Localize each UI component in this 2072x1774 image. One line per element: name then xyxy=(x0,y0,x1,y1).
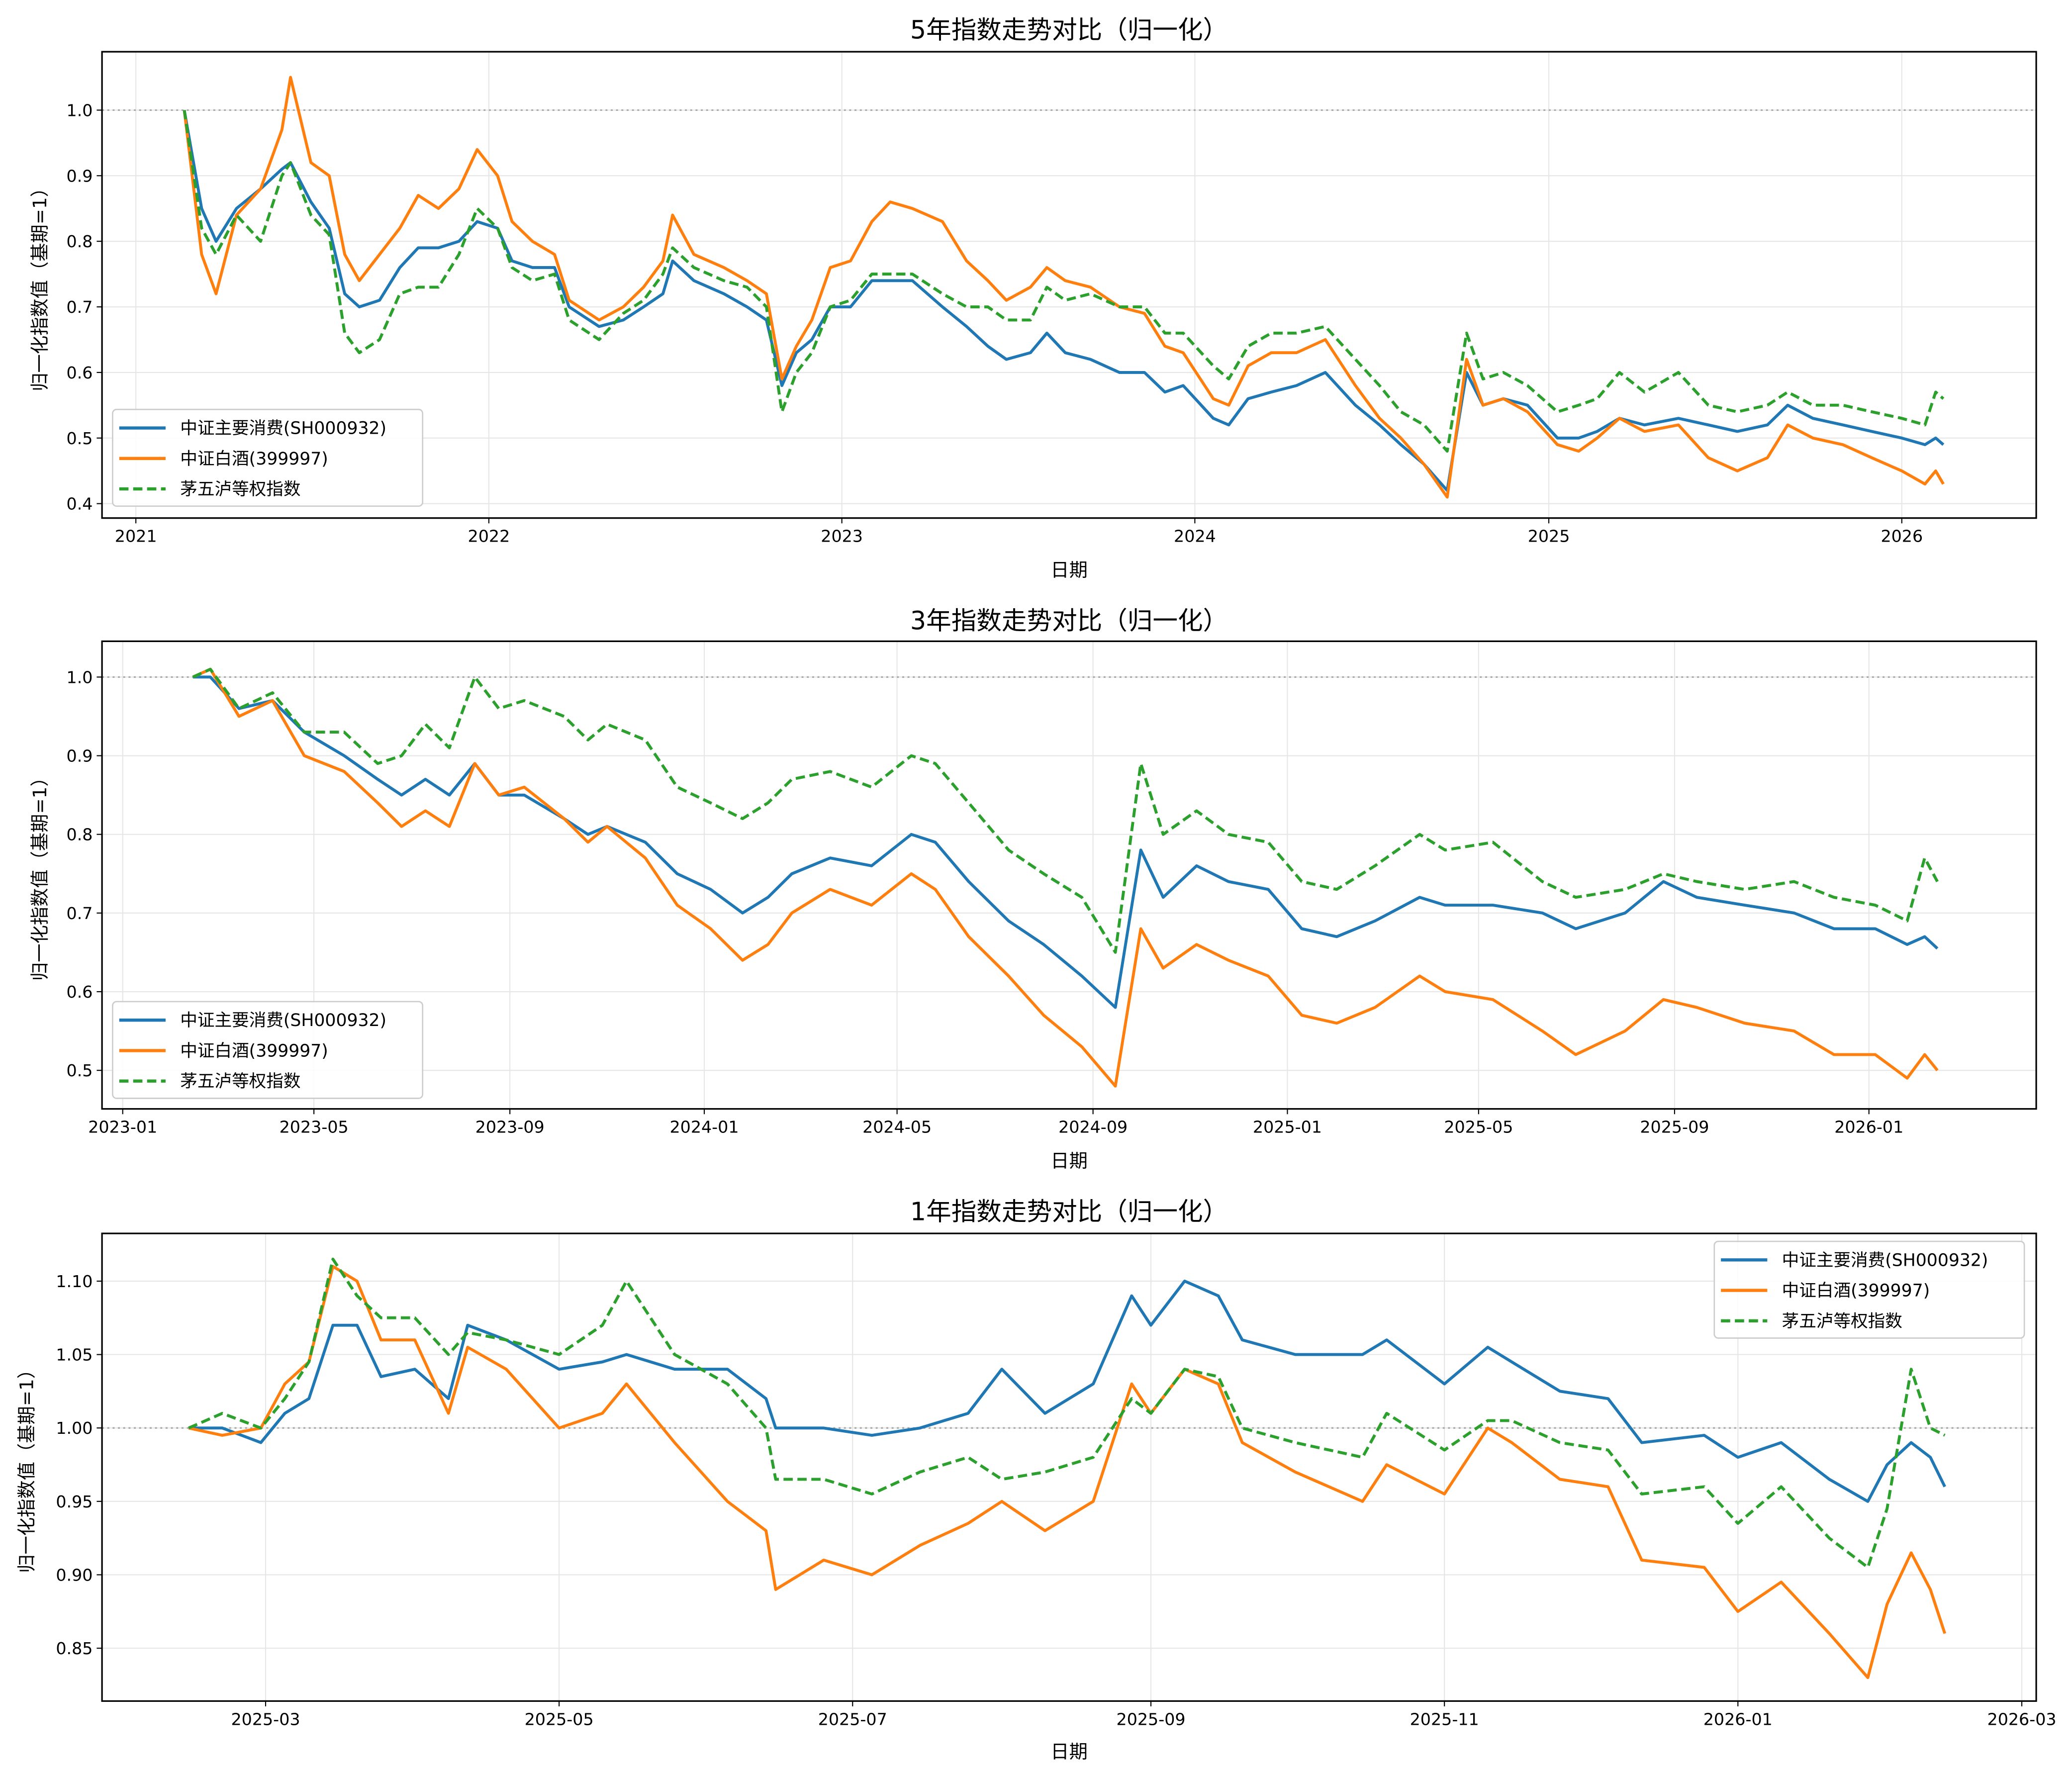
x-tick-label: 2024 xyxy=(1174,527,1216,546)
y-tick-label: 0.90 xyxy=(56,1565,93,1585)
x-tick-label: 2025-01 xyxy=(1253,1118,1322,1137)
series-line-1 xyxy=(192,667,1939,1088)
y-tick-label: 0.5 xyxy=(67,429,93,448)
x-tick-label: 2021 xyxy=(115,527,157,546)
series-line-2 xyxy=(188,1257,1946,1569)
legend-box xyxy=(112,1001,424,1099)
x-tick-label: 2023-09 xyxy=(475,1118,545,1137)
legend-box xyxy=(1713,1240,2025,1339)
series-line-2 xyxy=(183,110,1945,453)
y-tick-label: 0.7 xyxy=(67,904,93,923)
y-tick-label: 0.8 xyxy=(67,232,93,251)
y-tick-label: 1.05 xyxy=(56,1345,93,1365)
x-tick-label: 2022 xyxy=(468,527,510,546)
plot-frame xyxy=(101,1232,2037,1702)
y-tick-label: 0.7 xyxy=(67,297,93,317)
y-tick-label: 0.9 xyxy=(67,166,93,186)
x-axis-label: 日期 xyxy=(1050,1741,1088,1763)
x-tick-label: 2025-09 xyxy=(1117,1709,1186,1729)
y-tick-label: 0.95 xyxy=(56,1492,93,1511)
y-axis-label: 归一化指数值（基期=1） xyxy=(29,179,51,391)
x-tick-label: 2025-11 xyxy=(1410,1709,1479,1729)
legend-label: 茅五泸等权指数 xyxy=(1782,1311,1902,1331)
y-tick-label: 0.5 xyxy=(67,1061,93,1080)
x-tick-label: 2023-01 xyxy=(88,1118,157,1137)
y-tick-label: 0.9 xyxy=(67,747,93,766)
x-axis-label: 日期 xyxy=(1050,559,1088,581)
legend-label: 中证白酒(399997) xyxy=(1782,1281,1930,1301)
y-tick-label: 0.85 xyxy=(56,1639,93,1658)
chart-title: 5年指数走势对比（归一化） xyxy=(910,15,1228,44)
y-tick-label: 1.00 xyxy=(56,1418,93,1438)
legend-label: 茅五泸等权指数 xyxy=(180,479,300,499)
y-tick-label: 0.4 xyxy=(67,494,93,514)
legend-label: 中证主要消费(SH000932) xyxy=(180,1011,386,1030)
y-tick-label: 1.0 xyxy=(67,667,93,687)
x-tick-label: 2026-01 xyxy=(1703,1709,1773,1729)
legend-box xyxy=(112,408,424,507)
y-tick-label: 1.10 xyxy=(56,1272,93,1291)
x-tick-label: 2025-05 xyxy=(1444,1118,1513,1137)
legend: 中证主要消费(SH000932) 中证白酒(399997) 茅五泸等权指数 xyxy=(112,408,424,507)
series-line-1 xyxy=(183,76,1945,499)
chart-1-year: 1年指数走势对比（归一化） 日期 归一化指数值（基期=1） 2025-03 202… xyxy=(16,1197,2057,1762)
plot-frame xyxy=(101,640,2037,1110)
series-line-2 xyxy=(192,667,1939,954)
x-tick-label: 2025-09 xyxy=(1640,1118,1709,1137)
x-tick-label: 2025-05 xyxy=(525,1709,594,1729)
y-axis-label: 归一化指数值（基期=1） xyxy=(16,1360,38,1573)
chart-5-year: 5年指数走势对比（归一化） 日期 归一化指数值（基期=1） 2021 2022 20… xyxy=(29,15,2037,581)
x-axis-label: 日期 xyxy=(1050,1150,1088,1172)
legend: 中证主要消费(SH000932) 中证白酒(399997) 茅五泸等权指数 xyxy=(1713,1240,2025,1339)
series-line-0 xyxy=(183,110,1945,492)
legend-label: 茅五泸等权指数 xyxy=(180,1072,300,1092)
y-tick-label: 1.0 xyxy=(67,100,93,120)
series-line-0 xyxy=(192,675,1939,1009)
x-tick-label: 2025-07 xyxy=(818,1709,887,1729)
legend: 中证主要消费(SH000932) 中证白酒(399997) 茅五泸等权指数 xyxy=(112,1001,424,1099)
x-tick-label: 2024-09 xyxy=(1058,1118,1128,1137)
x-tick-label: 2024-05 xyxy=(862,1118,932,1137)
x-tick-label: 2026-01 xyxy=(1834,1118,1903,1137)
y-tick-label: 0.6 xyxy=(67,982,93,1002)
x-tick-label: 2025-03 xyxy=(231,1709,300,1729)
legend-label: 中证主要消费(SH000932) xyxy=(1782,1250,1988,1270)
x-tick-label: 2025 xyxy=(1528,527,1570,546)
y-tick-label: 0.8 xyxy=(67,825,93,844)
plot-frame xyxy=(101,51,2037,519)
x-tick-label: 2026 xyxy=(1881,527,1923,546)
chart-title: 1年指数走势对比（归一化） xyxy=(910,1197,1228,1226)
x-tick-label: 2024-01 xyxy=(669,1118,739,1137)
x-tick-label: 2026-03 xyxy=(1987,1709,2057,1729)
chart-title: 3年指数走势对比（归一化） xyxy=(910,606,1228,635)
legend-label: 中证白酒(399997) xyxy=(180,1041,328,1061)
x-tick-label: 2023 xyxy=(821,527,863,546)
x-tick-label: 2023-05 xyxy=(280,1118,349,1137)
series-line-1 xyxy=(188,1265,1947,1680)
y-tick-label: 0.6 xyxy=(67,363,93,382)
y-axis-label: 归一化指数值（基期=1） xyxy=(29,768,51,981)
legend-label: 中证白酒(399997) xyxy=(180,449,328,469)
chart-3-year: 3年指数走势对比（归一化） 日期 归一化指数值（基期=1） 2023-01 202… xyxy=(29,606,2037,1172)
legend-label: 中证主要消费(SH000932) xyxy=(180,419,386,439)
